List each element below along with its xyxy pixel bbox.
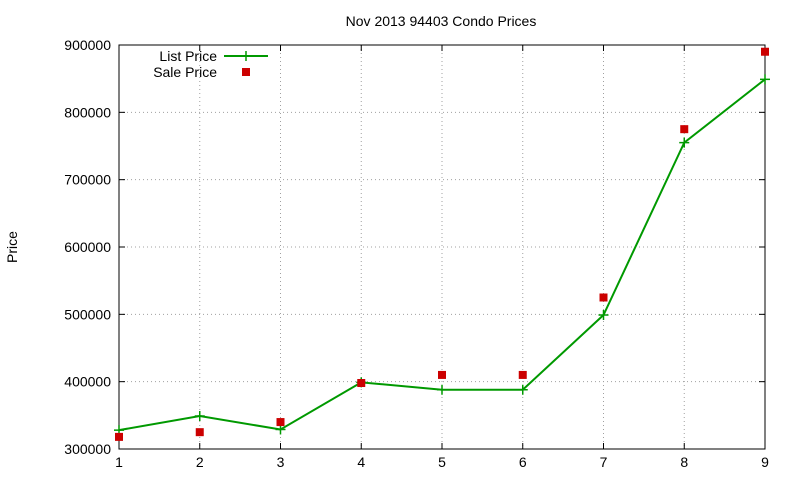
x-tick-label: 7	[600, 454, 608, 470]
data-point-list-price	[598, 310, 609, 321]
x-tick-label: 1	[115, 454, 123, 470]
data-point-sale-price	[438, 370, 446, 379]
x-tick-label: 5	[438, 454, 446, 470]
legend-label: List Price	[159, 48, 217, 64]
x-tick-label: 6	[519, 454, 527, 470]
series-layer	[114, 47, 770, 441]
y-tick-label: 900000	[64, 37, 111, 53]
axes: 300000 400000 500000 600000 700000 800000 9000…	[64, 37, 769, 470]
x-tick-label: 3	[277, 454, 285, 470]
legend-marker	[241, 51, 251, 61]
y-tick-label: 600000	[64, 239, 111, 255]
data-point-list-price	[437, 384, 447, 395]
data-point-list-price	[760, 74, 770, 85]
data-point-list-price	[275, 424, 286, 435]
x-tick-label: 9	[761, 454, 769, 470]
data-point-sale-price	[761, 47, 769, 56]
legend-marker	[242, 68, 250, 76]
data-point-sale-price	[518, 370, 527, 379]
x-tick-label: 4	[357, 454, 365, 470]
data-point-sale-price	[276, 418, 285, 427]
chart-title: Nov 2013 94403 Condo Prices	[346, 13, 537, 29]
data-point-sale-price	[680, 125, 689, 134]
data-point-sale-price	[599, 293, 608, 302]
x-tick-label: 2	[196, 454, 204, 470]
data-point-sale-price	[115, 432, 123, 441]
x-tick-label: 8	[680, 454, 688, 470]
y-tick-label: 300000	[64, 441, 111, 457]
data-point-list-price	[679, 137, 690, 148]
plot-frame	[118, 44, 766, 450]
data-point-sale-price	[195, 428, 204, 437]
data-point-list-price	[194, 411, 205, 422]
data-point-list-price	[517, 384, 528, 395]
y-axis-label: Price	[4, 231, 20, 263]
data-point-sale-price	[357, 379, 366, 388]
y-tick-label: 400000	[64, 374, 111, 390]
legend-label: Sale Price	[153, 64, 217, 80]
y-tick-label: 800000	[64, 104, 111, 120]
y-tick-label: 500000	[64, 306, 111, 322]
y-tick-label: 700000	[64, 172, 111, 188]
